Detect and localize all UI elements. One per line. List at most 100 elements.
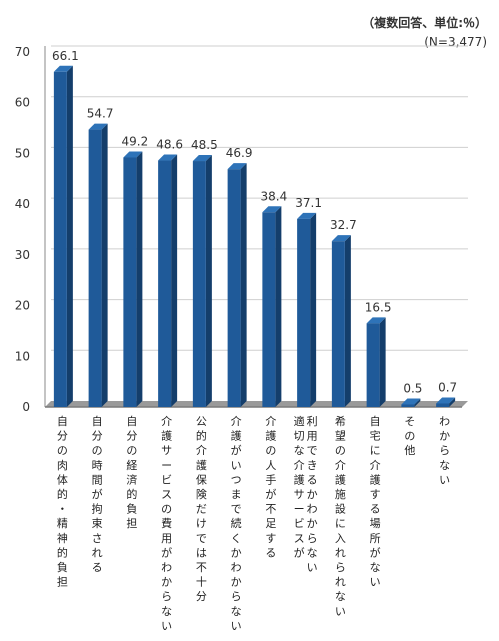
category-label: わからない [439, 415, 450, 486]
y-tick-label: 20 [15, 299, 30, 313]
bar-front [227, 169, 241, 407]
floor [45, 401, 468, 407]
value-label: 0.5 [403, 381, 422, 395]
bar-top [192, 155, 212, 162]
bar [192, 155, 212, 407]
category-label-text: わからない [439, 415, 450, 486]
bar-side [275, 206, 282, 407]
category-label-text: 公的介護保険だけでは不十分 [196, 415, 207, 603]
category-label: 自分の時間が拘束される [92, 415, 103, 574]
value-label: 32.7 [330, 218, 357, 232]
bar [262, 206, 282, 407]
value-label: 48.5 [191, 138, 218, 152]
category-label: 介護がいつまで続くかわからない [231, 415, 242, 632]
value-label: 54.7 [87, 107, 114, 121]
value-label: 49.2 [122, 134, 149, 148]
bar [401, 398, 421, 407]
bar-top [88, 123, 108, 130]
category-label-text: 自宅に介護する場所がない [370, 415, 381, 589]
bar-top [297, 212, 317, 219]
category-label-text: 希望の介護施設に入れられない [335, 414, 346, 618]
gridlines [51, 45, 468, 351]
bar-side [136, 151, 143, 407]
value-label: 38.4 [261, 189, 288, 203]
bar [158, 154, 178, 407]
value-label: 66.1 [52, 49, 79, 63]
category-label-text: 利用できるかわからない [307, 415, 318, 574]
chart-floor [45, 401, 468, 408]
bar-top [436, 397, 456, 404]
bar [366, 317, 386, 407]
bar-side [414, 398, 421, 407]
y-tick-label: 60 [15, 96, 30, 110]
y-tick-label: 0 [22, 400, 30, 414]
y-tick-label: 30 [15, 248, 30, 262]
category-label-text: その他 [404, 415, 415, 457]
bar-top [331, 235, 351, 242]
bar-side [344, 235, 351, 407]
bar-top [401, 398, 421, 405]
category-label-text: 適切な介護サービスが [294, 414, 305, 559]
bar-front [123, 157, 137, 407]
bar-top [366, 317, 386, 324]
bars [53, 65, 456, 408]
category-label: 自分の経済的負担 [126, 415, 137, 530]
category-label: 自宅に介護する場所がない [370, 415, 381, 589]
bar-top [227, 163, 247, 170]
bar-front [192, 161, 206, 407]
bar-side [379, 317, 386, 407]
bar-top [262, 206, 282, 213]
bar-side [205, 155, 212, 407]
category-label: 介護サービスの費用がわからない [161, 415, 172, 632]
bar [436, 397, 456, 407]
bar [297, 212, 317, 407]
bar-side [171, 154, 178, 407]
bar-front [53, 71, 67, 408]
bar-front [297, 218, 311, 407]
category-label-text: 介護の人手が不足する [265, 415, 276, 559]
bar-side [101, 123, 108, 407]
category-labels: 自分の肉体的・精神的負担 自分の時間が拘束される 自分の経済的負担 介護サービスの費用… [57, 414, 450, 632]
bar-side [66, 65, 73, 408]
category-label-text: 介護サービスの費用がわからない [161, 415, 172, 632]
bar-front [366, 323, 380, 407]
y-tick-label: 40 [15, 197, 30, 211]
bar-front [401, 404, 415, 407]
y-tick-label: 10 [15, 349, 30, 363]
bar-top [158, 154, 178, 161]
value-label: 16.5 [365, 300, 392, 314]
value-label: 46.9 [226, 146, 253, 160]
category-label-text: 自分の経済的負担 [126, 415, 137, 530]
bar-side [310, 212, 317, 407]
category-label-text: 介護がいつまで続くかわからない [231, 415, 242, 632]
value-labels: 66.1 54.7 49.2 48.6 48.5 46.9 38.4 37.1 32.7 16.5… [52, 49, 457, 396]
bar [53, 65, 73, 408]
bar-front [88, 129, 102, 408]
bar-front [158, 160, 172, 407]
category-label: 介護の人手が不足する [265, 415, 276, 559]
category-label: 希望の介護施設に入れられない [335, 414, 346, 618]
bar-top [53, 65, 73, 72]
category-label: 自分の肉体的・精神的負担 [57, 415, 68, 589]
value-label: 37.1 [295, 196, 322, 210]
bar [331, 235, 351, 407]
bar-front [262, 212, 276, 407]
bar [227, 163, 247, 407]
bar-front [436, 403, 450, 407]
bar [88, 123, 108, 408]
bar-top [123, 151, 143, 158]
y-axis: 0 10 20 30 40 50 60 70 [15, 45, 46, 414]
bar-side [240, 163, 247, 407]
category-label: その他 [404, 415, 415, 457]
bar [123, 151, 143, 407]
bar-front [331, 241, 345, 407]
value-label: 48.6 [156, 138, 183, 152]
bar-side [449, 397, 456, 407]
unit-note: （複数回答、単位:％） [362, 16, 487, 30]
y-tick-label: 50 [15, 146, 30, 160]
value-label: 0.7 [438, 380, 457, 394]
y-tick-label: 70 [15, 45, 30, 59]
category-label-text: 自分の肉体的・精神的負担 [57, 415, 68, 589]
